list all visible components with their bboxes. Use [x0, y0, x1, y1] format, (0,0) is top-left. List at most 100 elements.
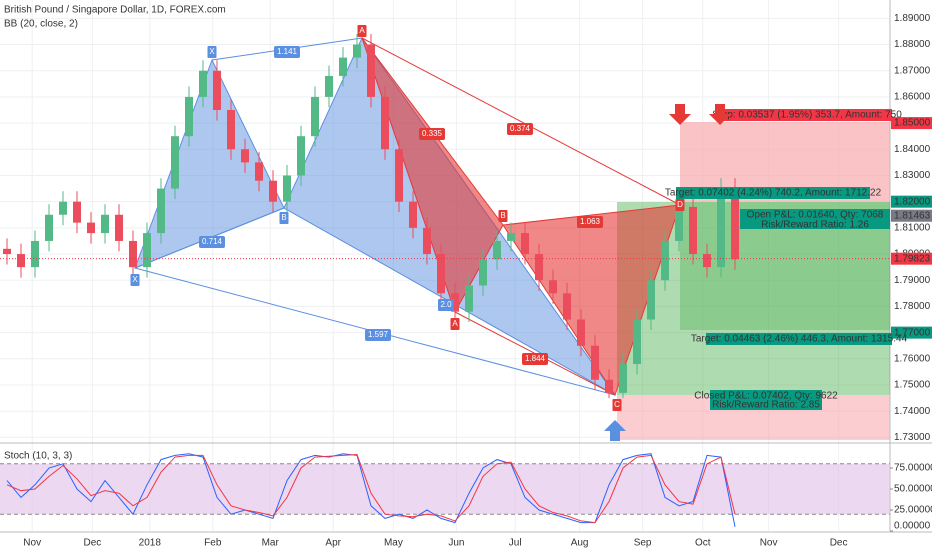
candle-body	[619, 364, 627, 393]
stoch-tick-label: 0.00000	[894, 521, 931, 532]
stoch-line	[6, 453, 736, 527]
candle-body	[185, 96, 193, 137]
y-tick-label: 1.83000	[894, 170, 931, 181]
pattern-point-box	[438, 299, 454, 311]
candle-body	[591, 345, 599, 380]
indicator-label: BB (20, close, 2)	[4, 19, 78, 30]
candles	[3, 34, 739, 399]
candle-body	[451, 293, 459, 312]
candle-body	[311, 96, 319, 137]
ratio-box	[577, 216, 603, 228]
pattern-point-box	[450, 318, 460, 330]
stoch-title: Stoch (10, 3, 3)	[4, 451, 72, 462]
y-tick-label: 1.79000	[894, 275, 931, 286]
pattern-line	[361, 37, 681, 206]
x-tick-label: Dec	[830, 538, 848, 549]
x-tick-label: 2018	[139, 538, 162, 549]
candle-body	[339, 57, 347, 76]
price-tag	[891, 209, 932, 222]
candle-body	[59, 201, 67, 215]
candle-body	[171, 136, 179, 189]
position-label: Open P&L: 0.01640, Qty: 7068	[747, 210, 884, 221]
pattern-point-box	[612, 399, 622, 411]
position-box	[740, 209, 890, 229]
stoch-tick-label: 50.00000	[894, 484, 932, 495]
x-tick-label: May	[384, 538, 403, 549]
candle-body	[731, 188, 739, 260]
candle-body	[143, 233, 151, 268]
pattern-point-label: C	[614, 400, 620, 409]
position-label: Stop: 0.03537 (1.95%) 353.7, Amount: 750	[712, 110, 902, 121]
price-tag-label: 1.85000	[894, 118, 931, 129]
position-label: Closed P&L: 0.07402, Qty: 9622	[694, 391, 838, 402]
candle-body	[465, 285, 473, 312]
candle-body	[605, 379, 613, 393]
candle-body	[437, 254, 445, 294]
candle-body	[675, 206, 683, 241]
candle-body	[241, 149, 249, 163]
ratio-label: 0.714	[202, 237, 223, 246]
y-tick-label: 1.89000	[894, 13, 931, 24]
ratio-box	[419, 128, 445, 140]
x-tick-label: Sep	[634, 538, 652, 549]
stoch-tick-label: 25.00000	[894, 505, 932, 516]
candle-body	[423, 227, 431, 255]
position-label: Risk/Reward Ratio: 1.26	[761, 220, 869, 231]
down-arrow	[709, 104, 731, 125]
candle-body	[199, 70, 207, 97]
ratio-label: 1.597	[368, 330, 389, 339]
ratio-box	[199, 236, 225, 248]
pattern-point-box	[675, 199, 685, 211]
position-box	[676, 187, 870, 199]
candle-body	[633, 319, 641, 365]
overlays: 1.85000 1.82000 1.81463 1.79823 1.77000 X A B X A…	[0, 25, 932, 532]
up-arrow	[604, 420, 626, 441]
position-label: Target: 0.07402 (4.24%) 740.2, Amount: 1…	[665, 188, 882, 199]
price-tag-label: 1.82000	[894, 196, 931, 207]
candle-body	[283, 175, 291, 202]
candle-body	[325, 75, 333, 97]
ratio-box	[522, 353, 548, 365]
candle-body	[647, 280, 655, 320]
x-tick-label: Aug	[571, 538, 589, 549]
candle-body	[213, 70, 221, 110]
price-tag	[891, 326, 932, 339]
position-label: Target: 0.04463 (2.46%) 446.3, Amount: 1…	[691, 334, 908, 345]
candle-body	[395, 149, 403, 202]
price-tag-label: 1.79823	[894, 253, 931, 264]
ratio-box	[507, 123, 533, 135]
x-tick-label: Nov	[23, 538, 41, 549]
y-tick-label: 1.87000	[894, 65, 931, 76]
candle-body	[563, 293, 571, 320]
pattern-point-label: B	[281, 213, 286, 222]
ratio-label: 1.063	[580, 217, 601, 226]
candle-body	[507, 233, 515, 241]
y-tick-label: 1.86000	[894, 92, 931, 103]
candle-body	[227, 110, 235, 150]
candle-body	[255, 162, 263, 181]
candle-body	[409, 201, 417, 228]
price-tag-label: 1.81463	[894, 210, 931, 221]
price-tag	[891, 117, 932, 130]
price-tag-label: 1.77000	[894, 327, 931, 338]
pattern-point-box	[130, 274, 140, 286]
x-tick-label: Nov	[760, 538, 778, 549]
candle-body	[577, 319, 585, 346]
position-box	[710, 390, 822, 410]
pattern-point-box	[207, 46, 217, 58]
ratio-label: 1.141	[277, 47, 298, 56]
x-tick-label: Jun	[448, 538, 464, 549]
ratio-label: 0.374	[510, 124, 531, 133]
price-tag	[891, 252, 932, 265]
pattern-point-label: 2.0	[440, 300, 452, 309]
x-tick-label: Feb	[204, 538, 222, 549]
y-tick-label: 1.74000	[894, 406, 931, 417]
stoch-line	[6, 454, 736, 524]
candle-body	[101, 214, 109, 234]
y-tick-label: 1.84000	[894, 144, 931, 155]
ratio-label: 0.335	[422, 129, 443, 138]
pattern-point-box	[357, 25, 367, 37]
y-tick-label: 1.75000	[894, 380, 931, 391]
position-box	[722, 109, 892, 121]
